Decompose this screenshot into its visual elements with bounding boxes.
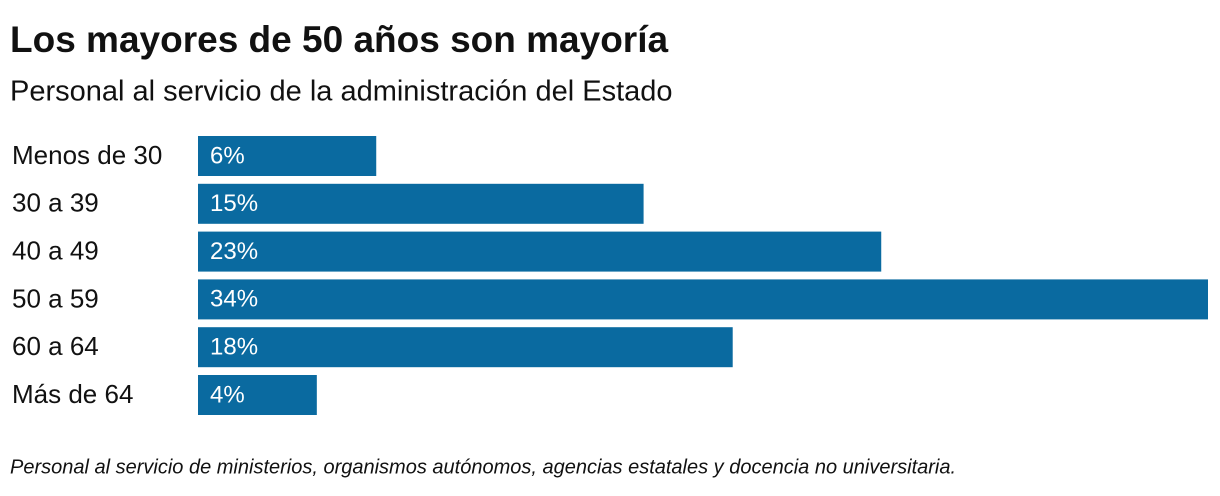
category-label: 40 a 49 xyxy=(12,235,99,265)
bar xyxy=(198,375,317,415)
category-label: 60 a 64 xyxy=(12,331,99,361)
bar xyxy=(198,231,882,272)
footnote: Personal al servicio de ministerios, org… xyxy=(10,456,956,478)
bar xyxy=(198,183,644,224)
value-label: 6% xyxy=(210,142,245,169)
category-label: 50 a 59 xyxy=(12,283,99,313)
category-label: Menos de 30 xyxy=(12,140,162,170)
value-label: 18% xyxy=(210,334,258,361)
value-label: 23% xyxy=(210,238,258,265)
chart-title: Los mayores de 50 años son mayoría xyxy=(10,19,668,60)
bar xyxy=(198,136,377,176)
value-label: 4% xyxy=(210,381,245,408)
bar xyxy=(198,327,733,368)
value-label: 15% xyxy=(210,190,258,217)
value-label: 34% xyxy=(210,286,258,313)
chart-subtitle: Personal al servicio de la administració… xyxy=(10,76,673,108)
category-label: 30 a 39 xyxy=(12,188,99,218)
bar xyxy=(198,279,1208,320)
category-label: Más de 64 xyxy=(12,379,133,409)
